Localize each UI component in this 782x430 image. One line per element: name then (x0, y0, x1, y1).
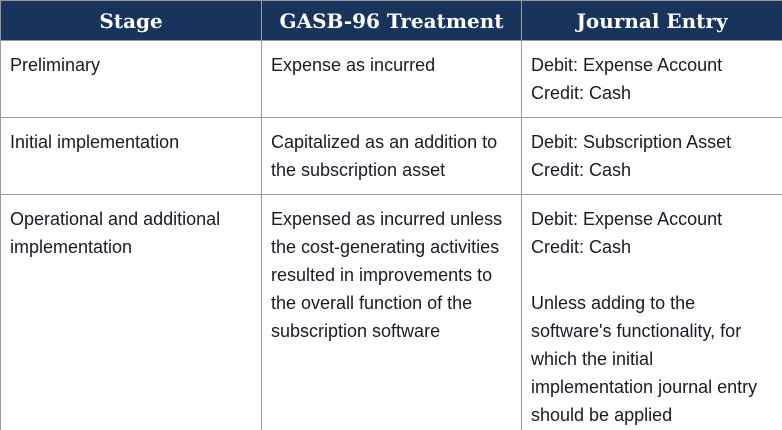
cell-journal-entry: Debit: Subscription Asset Credit: Cash (521, 117, 782, 195)
cell-treatment: Expense as incurred (261, 40, 522, 118)
table-row-operational-additional-implementation: Operational and additional implementatio… (0, 194, 782, 430)
cell-journal-entry: Debit: Expense Account Credit: Cash Unle… (521, 194, 782, 430)
cell-stage: Initial implementation (0, 117, 262, 195)
cell-stage: Preliminary (0, 40, 262, 118)
column-header-journal-entry: Journal Entry (521, 0, 782, 41)
column-header-stage: Stage (0, 0, 262, 41)
table-row-initial-implementation: Initial implementation Capitalized as an… (0, 117, 782, 195)
cell-treatment: Capitalized as an addition to the subscr… (261, 117, 522, 195)
cell-treatment: Expensed as incurred unless the cost-gen… (261, 194, 522, 430)
column-header-gasb96-treatment: GASB-96 Treatment (261, 0, 522, 41)
cell-journal-entry: Debit: Expense Account Credit: Cash (521, 40, 782, 118)
header-row: Stage GASB-96 Treatment Journal Entry (0, 0, 782, 41)
table-row-preliminary: Preliminary Expense as incurred Debit: E… (0, 40, 782, 118)
cell-stage: Operational and additional implementatio… (0, 194, 262, 430)
